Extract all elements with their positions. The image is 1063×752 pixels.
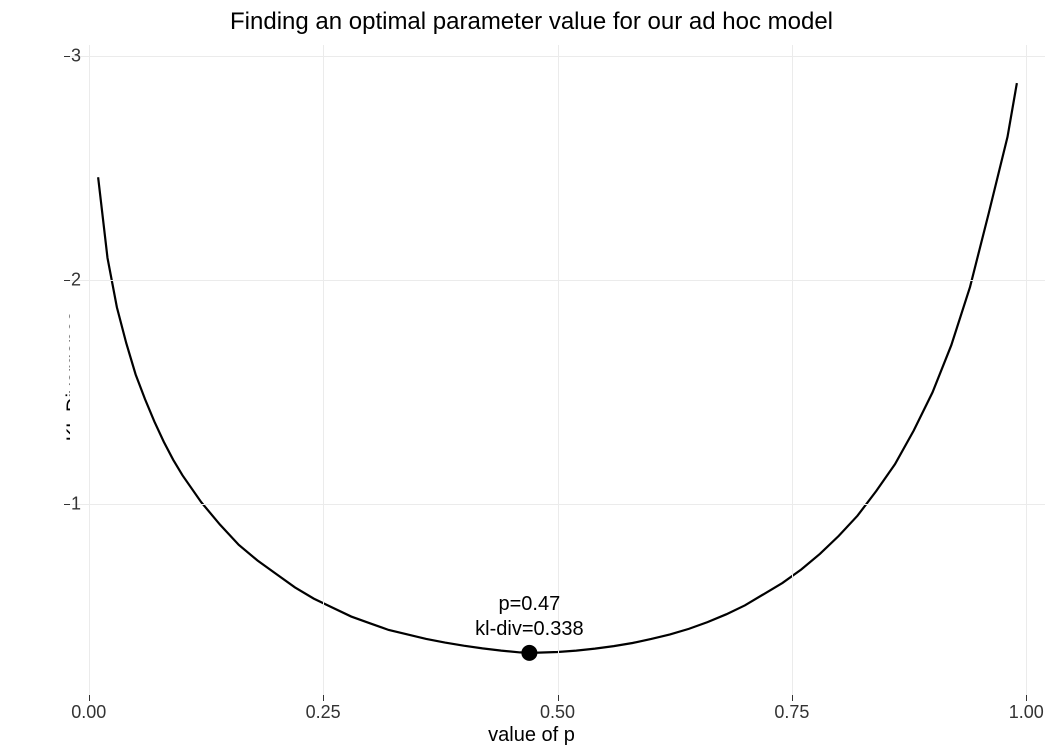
x-tick-mark: [558, 695, 559, 701]
y-tick-label: 1: [71, 494, 81, 515]
y-tick-mark: [64, 280, 70, 281]
chart-container: Finding an optimal parameter value for o…: [0, 0, 1063, 752]
x-tick-label: 0.50: [540, 702, 575, 723]
y-tick-mark: [64, 504, 70, 505]
x-axis-label: value of p: [488, 724, 575, 747]
x-tick-mark: [1026, 695, 1027, 701]
x-tick-mark: [89, 695, 90, 701]
annotation-text: p=0.47: [499, 593, 561, 616]
x-tick-label: 0.25: [306, 702, 341, 723]
y-tick-mark: [64, 56, 70, 57]
x-tick-label: 1.00: [1009, 702, 1044, 723]
chart-title: Finding an optimal parameter value for o…: [0, 8, 1063, 36]
x-tick-label: 0.00: [71, 702, 106, 723]
x-tick-mark: [323, 695, 324, 701]
grid-line-v: [792, 45, 793, 695]
optimal-point-marker: [521, 645, 537, 661]
grid-line-v: [323, 45, 324, 695]
y-tick-label: 3: [71, 46, 81, 67]
annotation-text: kl-div=0.338: [475, 618, 583, 641]
x-tick-mark: [792, 695, 793, 701]
x-tick-label: 0.75: [774, 702, 809, 723]
y-tick-label: 2: [71, 270, 81, 291]
grid-line-v: [1026, 45, 1027, 695]
grid-line-v: [89, 45, 90, 695]
